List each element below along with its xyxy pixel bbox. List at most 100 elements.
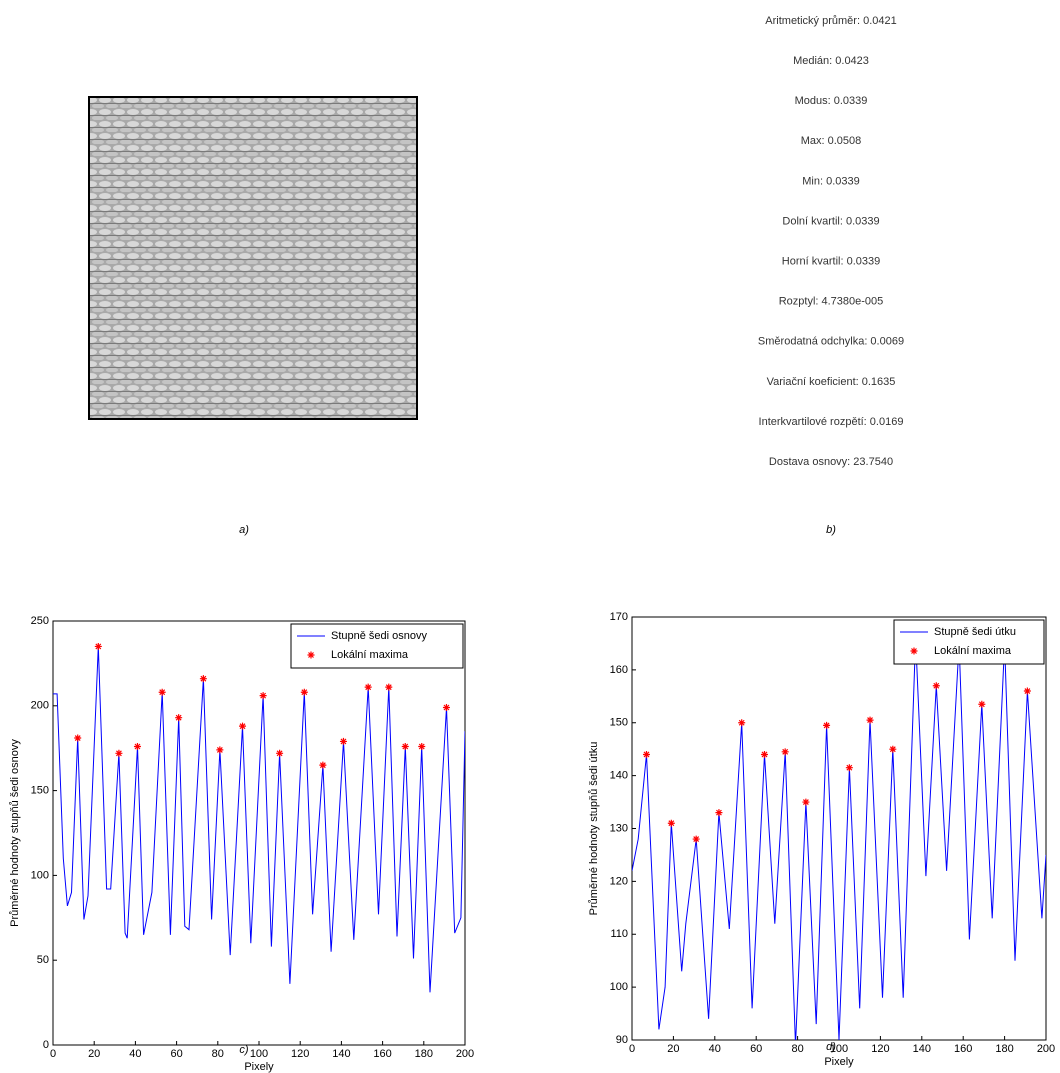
- x-tick-label: 60: [170, 1048, 182, 1060]
- y-tick-label: 100: [610, 981, 628, 993]
- marker: [339, 737, 347, 745]
- data-line: [53, 646, 465, 993]
- plot: [53, 642, 465, 993]
- y-tick-label: 50: [37, 954, 49, 966]
- marker: [259, 692, 267, 700]
- legend-label: Lokální maxima: [331, 649, 409, 661]
- x-tick-label: 20: [88, 1048, 100, 1060]
- y-tick-label: 140: [610, 770, 628, 782]
- marker: [845, 764, 853, 772]
- marker: [692, 835, 700, 843]
- y-tick-label: 110: [610, 928, 628, 940]
- marker: [199, 675, 207, 683]
- fabric-image: [88, 96, 418, 420]
- legend: [290, 623, 464, 669]
- marker: [866, 716, 874, 724]
- x-tick-label: 80: [212, 1048, 224, 1060]
- x-axis-label: Pixely: [244, 1061, 274, 1073]
- marker: [276, 749, 284, 757]
- caption: a): [239, 524, 249, 536]
- stat-line: Min: 0.0339: [802, 175, 859, 187]
- x-tick-label: 20: [667, 1043, 679, 1055]
- x-tick-label: 140: [332, 1048, 350, 1060]
- stat-line: Aritmetický průměr: 0.0421: [765, 15, 896, 27]
- y-tick-label: 100: [31, 869, 49, 881]
- marker: [738, 719, 746, 727]
- x-tick-label: 100: [250, 1048, 268, 1060]
- x-tick-label: 40: [129, 1048, 141, 1060]
- x-tick-label: 180: [995, 1043, 1013, 1055]
- stat-line: Max: 0.0508: [801, 135, 862, 147]
- x-tick-label: 140: [913, 1043, 931, 1055]
- marker: [239, 722, 247, 730]
- legend: [893, 619, 1045, 665]
- x-tick-label: 0: [629, 1043, 635, 1055]
- marker: [418, 743, 426, 751]
- x-axis-label: Pixely: [824, 1056, 854, 1068]
- y-tick-label: 130: [610, 822, 628, 834]
- y-tick-label: 150: [610, 717, 628, 729]
- stat-line: Směrodatná odchylka: 0.0069: [758, 336, 904, 348]
- marker: [932, 682, 940, 690]
- marker: [385, 683, 393, 691]
- caption: d): [826, 1041, 836, 1053]
- y-tick-label: 0: [43, 1039, 49, 1051]
- y-tick-label: 200: [31, 700, 49, 712]
- x-tick-label: 200: [1037, 1043, 1055, 1055]
- legend-label: Lokální maxima: [934, 645, 1012, 657]
- x-tick-label: 40: [709, 1043, 721, 1055]
- y-tick-label: 250: [31, 615, 49, 627]
- marker: [364, 683, 372, 691]
- marker: [978, 700, 986, 708]
- legend-label: Stupně šedi osnovy: [331, 630, 428, 642]
- stat-line: Interkvartilové rozpětí: 0.0169: [759, 416, 904, 428]
- x-tick-label: 160: [954, 1043, 972, 1055]
- y-tick-label: 90: [616, 1034, 628, 1046]
- y-tick-label: 160: [610, 664, 628, 676]
- marker: [760, 750, 768, 758]
- legend-swatch: [910, 647, 918, 655]
- marker: [642, 750, 650, 758]
- marker: [823, 721, 831, 729]
- marker: [115, 749, 123, 757]
- plot: [632, 638, 1046, 1040]
- marker: [175, 714, 183, 722]
- x-tick-label: 120: [291, 1048, 309, 1060]
- x-tick-label: 0: [50, 1048, 56, 1060]
- marker: [1023, 687, 1031, 695]
- x-tick-label: 100: [830, 1043, 848, 1055]
- marker: [158, 688, 166, 696]
- marker: [94, 642, 102, 650]
- marker: [802, 798, 810, 806]
- y-axis-label: Průměrné hodnoty stupňů šedi osnovy: [9, 739, 21, 927]
- stat-line: Dostava osnovy: 23.7540: [769, 456, 893, 468]
- stat-line: Medián: 0.0423: [793, 55, 869, 67]
- stat-line: Rozptyl: 4.7380e-005: [779, 296, 884, 308]
- stat-line: Dolní kvartil: 0.0339: [782, 215, 879, 227]
- caption: c): [239, 1044, 249, 1056]
- marker: [216, 746, 224, 754]
- legend-swatch: [307, 651, 315, 659]
- marker: [781, 748, 789, 756]
- x-tick-label: 120: [871, 1043, 889, 1055]
- x-tick-label: 200: [456, 1048, 474, 1060]
- x-tick-label: 160: [373, 1048, 391, 1060]
- marker: [133, 743, 141, 751]
- stat-line: Modus: 0.0339: [795, 95, 868, 107]
- legend-label: Stupně šedi útku: [934, 626, 1016, 638]
- marker: [74, 734, 82, 742]
- x-tick-label: 180: [415, 1048, 433, 1060]
- y-tick-label: 150: [31, 785, 49, 797]
- marker: [667, 819, 675, 827]
- stat-line: Horní kvartil: 0.0339: [782, 256, 880, 268]
- marker: [300, 688, 308, 696]
- marker: [319, 761, 327, 769]
- y-tick-label: 170: [610, 611, 628, 623]
- marker: [401, 743, 409, 751]
- y-tick-label: 120: [610, 875, 628, 887]
- plot-area: [631, 616, 1047, 1041]
- marker: [715, 809, 723, 817]
- y-axis-label: Průměrné hodnoty stupňů šedi útku: [588, 742, 600, 916]
